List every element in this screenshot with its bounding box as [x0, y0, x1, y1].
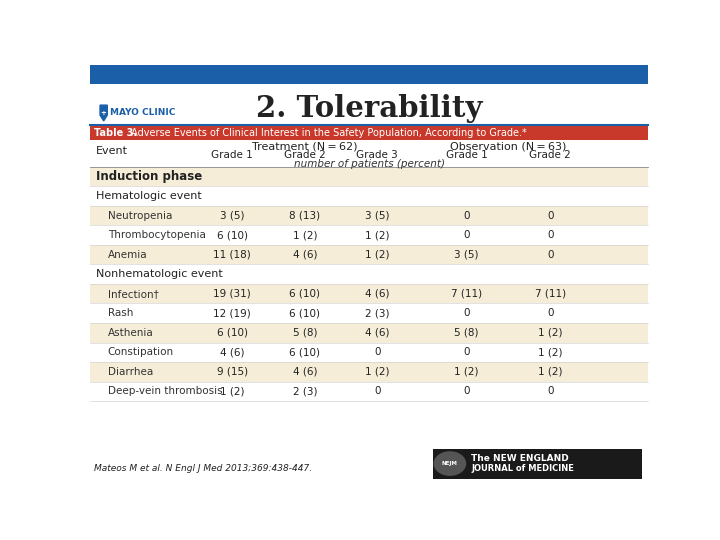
Text: Event: Event: [96, 146, 127, 156]
Text: +: +: [101, 110, 107, 116]
Text: Deep-vein thrombosis: Deep-vein thrombosis: [108, 387, 222, 396]
Text: 0: 0: [374, 387, 381, 396]
Text: 1 (2): 1 (2): [538, 347, 562, 357]
Text: Rash: Rash: [108, 308, 133, 318]
Text: 3 (5): 3 (5): [365, 211, 390, 220]
Text: Table 3.: Table 3.: [94, 128, 138, 138]
Text: 2. Tolerability: 2. Tolerability: [256, 94, 482, 123]
Text: 0: 0: [464, 308, 470, 318]
FancyBboxPatch shape: [90, 362, 648, 382]
Text: The NEW ENGLAND: The NEW ENGLAND: [471, 454, 569, 463]
Text: Induction phase: Induction phase: [96, 170, 202, 183]
Text: 6 (10): 6 (10): [217, 328, 248, 338]
Text: JOURNAL of MEDICINE: JOURNAL of MEDICINE: [471, 464, 574, 474]
FancyBboxPatch shape: [90, 265, 648, 284]
Text: 0: 0: [547, 211, 554, 220]
Text: 0: 0: [547, 387, 554, 396]
Text: 4 (6): 4 (6): [220, 347, 245, 357]
Text: Asthenia: Asthenia: [108, 328, 153, 338]
Text: 0: 0: [547, 308, 554, 318]
Text: 1 (2): 1 (2): [454, 367, 479, 377]
Text: NEJM: NEJM: [442, 461, 458, 466]
Text: Grade 1: Grade 1: [446, 151, 487, 160]
Text: Hematologic event: Hematologic event: [96, 191, 202, 201]
Text: 11 (18): 11 (18): [213, 249, 251, 260]
Text: 0: 0: [374, 347, 381, 357]
Text: Mateos M et al. N Engl J Med 2013;369:438-447.: Mateos M et al. N Engl J Med 2013;369:43…: [94, 464, 312, 474]
Text: 0: 0: [547, 230, 554, 240]
Text: Anemia: Anemia: [108, 249, 148, 260]
Text: 12 (19): 12 (19): [213, 308, 251, 318]
Text: 3 (5): 3 (5): [454, 249, 479, 260]
Text: 19 (31): 19 (31): [213, 289, 251, 299]
FancyBboxPatch shape: [90, 303, 648, 323]
Text: 1 (2): 1 (2): [538, 367, 562, 377]
FancyBboxPatch shape: [90, 284, 648, 303]
FancyBboxPatch shape: [90, 342, 648, 362]
Text: Grade 1: Grade 1: [212, 151, 253, 160]
Text: 1 (2): 1 (2): [365, 367, 390, 377]
Text: MAYO CLINIC: MAYO CLINIC: [110, 108, 176, 117]
Text: Neutropenia: Neutropenia: [108, 211, 172, 220]
Circle shape: [434, 452, 466, 475]
FancyBboxPatch shape: [90, 225, 648, 245]
FancyBboxPatch shape: [433, 449, 642, 478]
Text: 0: 0: [464, 230, 470, 240]
Text: Grade 3: Grade 3: [356, 151, 398, 160]
Text: 8 (13): 8 (13): [289, 211, 320, 220]
FancyBboxPatch shape: [90, 140, 648, 167]
FancyBboxPatch shape: [90, 167, 648, 186]
Text: 7 (11): 7 (11): [451, 289, 482, 299]
Text: 6 (10): 6 (10): [289, 308, 320, 318]
Polygon shape: [100, 105, 107, 121]
Text: 6 (10): 6 (10): [289, 289, 320, 299]
Text: 2 (3): 2 (3): [365, 308, 390, 318]
Text: Adverse Events of Clinical Interest in the Safety Population, According to Grade: Adverse Events of Clinical Interest in t…: [128, 128, 527, 138]
Text: Treatment (N = 62): Treatment (N = 62): [252, 141, 358, 152]
Text: Diarrhea: Diarrhea: [108, 367, 153, 377]
Text: Grade 2: Grade 2: [529, 151, 571, 160]
Text: 0: 0: [464, 347, 470, 357]
FancyBboxPatch shape: [90, 245, 648, 265]
Text: Nonhematologic event: Nonhematologic event: [96, 269, 222, 279]
FancyBboxPatch shape: [90, 65, 648, 84]
FancyBboxPatch shape: [90, 382, 648, 401]
Text: 3 (5): 3 (5): [220, 211, 245, 220]
FancyBboxPatch shape: [90, 323, 648, 342]
Text: 9 (15): 9 (15): [217, 367, 248, 377]
Text: 2 (3): 2 (3): [292, 387, 317, 396]
Text: 1 (2): 1 (2): [292, 230, 317, 240]
FancyBboxPatch shape: [90, 186, 648, 206]
Text: 1 (2): 1 (2): [220, 387, 245, 396]
Text: Thrombocytopenia: Thrombocytopenia: [108, 230, 206, 240]
Text: 1 (2): 1 (2): [538, 328, 562, 338]
Text: 4 (6): 4 (6): [365, 289, 390, 299]
Text: 1 (2): 1 (2): [365, 230, 390, 240]
Text: 6 (10): 6 (10): [217, 230, 248, 240]
Text: number of patients (percent): number of patients (percent): [294, 159, 444, 169]
Text: 5 (8): 5 (8): [454, 328, 479, 338]
Text: 7 (11): 7 (11): [535, 289, 566, 299]
Text: Constipation: Constipation: [108, 347, 174, 357]
Text: 4 (6): 4 (6): [292, 367, 317, 377]
Text: 0: 0: [547, 249, 554, 260]
Text: Grade 2: Grade 2: [284, 151, 325, 160]
Text: 6 (10): 6 (10): [289, 347, 320, 357]
Text: 4 (6): 4 (6): [292, 249, 317, 260]
Text: Infection†: Infection†: [108, 289, 158, 299]
Text: 1 (2): 1 (2): [365, 249, 390, 260]
Text: 5 (8): 5 (8): [292, 328, 317, 338]
Text: 4 (6): 4 (6): [365, 328, 390, 338]
Text: 0: 0: [464, 211, 470, 220]
FancyBboxPatch shape: [90, 126, 648, 140]
FancyBboxPatch shape: [90, 206, 648, 225]
Text: Observation (N = 63): Observation (N = 63): [450, 141, 567, 152]
Text: 0: 0: [464, 387, 470, 396]
